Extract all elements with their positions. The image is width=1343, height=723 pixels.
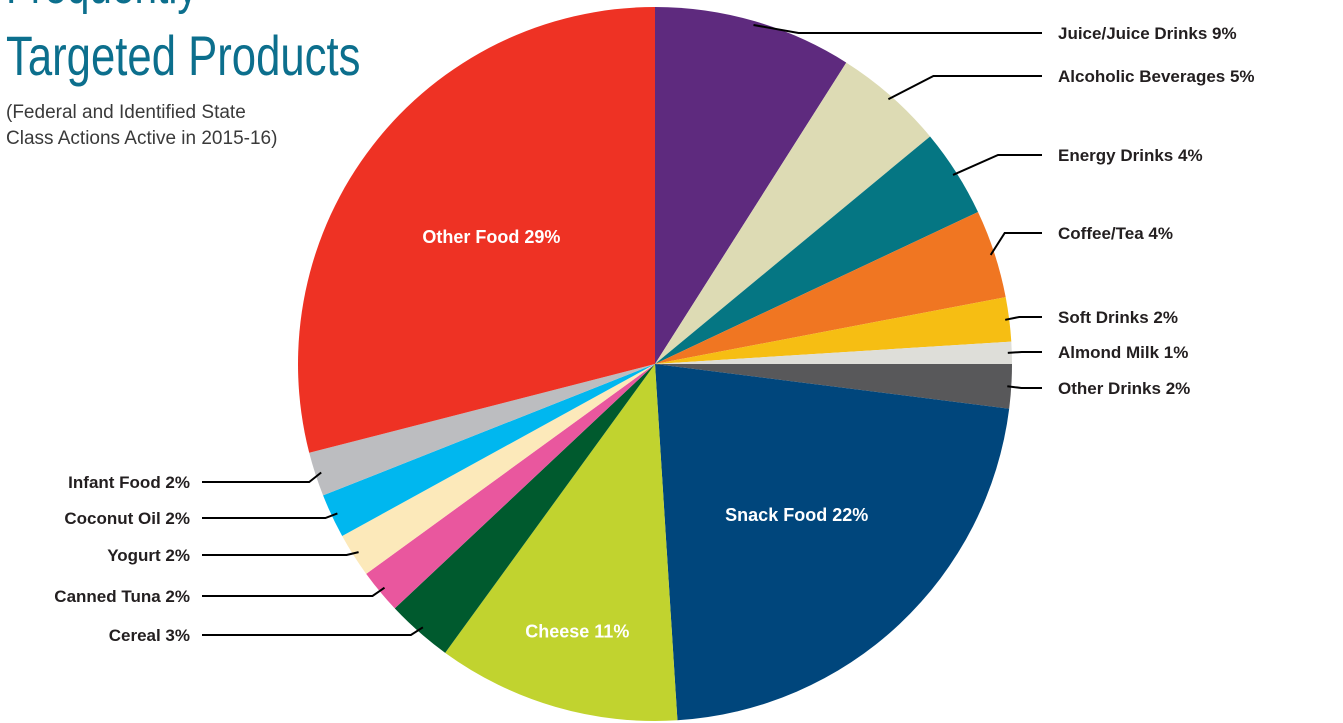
slice-label-soft-drinks: Soft Drinks 2% xyxy=(1058,308,1178,327)
leader-line-cereal xyxy=(202,627,423,635)
slice-label-cheese: Cheese 11% xyxy=(525,621,629,641)
pie-slices xyxy=(298,7,1012,721)
slice-label-alcoholic-beverages: Alcoholic Beverages 5% xyxy=(1058,67,1255,86)
slice-label-infant-food: Infant Food 2% xyxy=(68,473,190,492)
slice-label-energy-drinks: Energy Drinks 4% xyxy=(1058,146,1203,165)
slice-label-coconut-oil: Coconut Oil 2% xyxy=(64,509,190,528)
slice-label-snack-food: Snack Food 22% xyxy=(725,505,868,525)
slice-label-almond-milk: Almond Milk 1% xyxy=(1058,343,1188,362)
leader-line-yogurt xyxy=(202,552,359,555)
leader-line-alcoholic-beverages xyxy=(888,76,1042,99)
leader-line-canned-tuna xyxy=(202,588,385,596)
slice-label-canned-tuna: Canned Tuna 2% xyxy=(54,587,190,606)
leader-line-coffee-tea xyxy=(991,233,1042,255)
leader-line-almond-milk xyxy=(1008,352,1042,353)
pie-slice-snack-food xyxy=(655,364,1009,720)
leader-line-soft-drinks xyxy=(1005,317,1042,320)
slice-label-yogurt: Yogurt 2% xyxy=(107,546,190,565)
slice-label-other-food: Other Food 29% xyxy=(422,227,560,247)
leader-line-energy-drinks xyxy=(953,155,1042,175)
slice-label-juice-juice-drinks: Juice/Juice Drinks 9% xyxy=(1058,24,1237,43)
leader-line-other-drinks xyxy=(1007,386,1042,388)
slice-label-coffee-tea: Coffee/Tea 4% xyxy=(1058,224,1173,243)
slice-label-other-drinks: Other Drinks 2% xyxy=(1058,379,1190,398)
leader-line-juice-juice-drinks xyxy=(754,25,1043,33)
leader-line-infant-food xyxy=(202,473,321,483)
slice-label-cereal: Cereal 3% xyxy=(109,626,190,645)
leader-line-coconut-oil xyxy=(202,513,337,518)
